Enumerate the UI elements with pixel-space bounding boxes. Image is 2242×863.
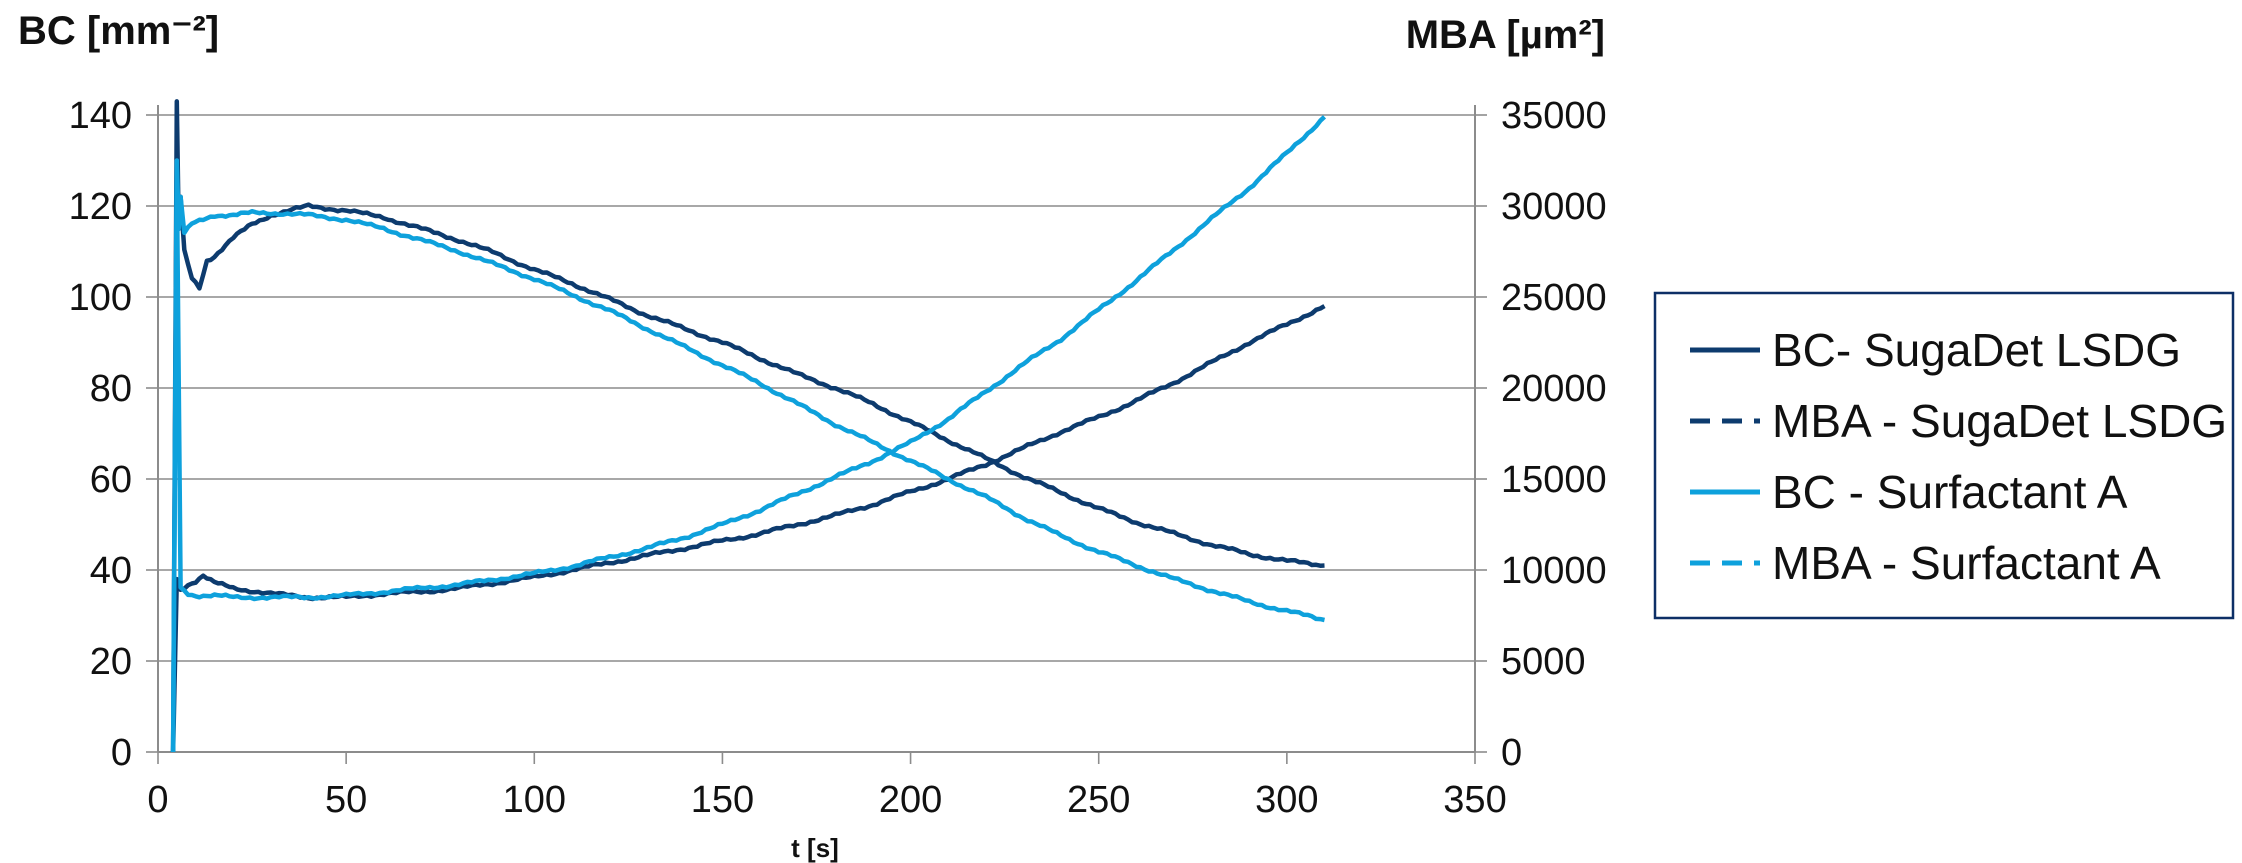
- x-tick-label: 0: [147, 779, 168, 821]
- y-left-tick-label: 20: [90, 641, 132, 683]
- y-left-tick-label: 40: [90, 550, 132, 592]
- legend-box: [1653, 291, 2235, 620]
- y-right-tick-label: 35000: [1501, 95, 1607, 137]
- series-line-3: [170, 158, 1325, 753]
- y-left-axis-title: BC [mm⁻²]: [18, 9, 219, 53]
- tick-labels: 0 20 40 60 80 100 120 140 0 5000 10000 15000 20000 25…: [69, 95, 1607, 821]
- series-lines: [170, 99, 1327, 753]
- gridlines: [158, 114, 1475, 662]
- y-right-tick-label: 10000: [1501, 550, 1607, 592]
- y-left-tick-label: 140: [69, 95, 132, 137]
- x-axis-title: t [s]: [791, 833, 839, 863]
- y-right-tick-label: 5000: [1501, 641, 1586, 683]
- x-tick-label: 350: [1443, 779, 1506, 821]
- legend: BC- SugaDet LSDG MBA - SugaDet LSDG BC - S…: [1653, 291, 2235, 620]
- series-line-2: [170, 304, 1326, 753]
- x-tick-label: 250: [1067, 779, 1130, 821]
- legend-label-4: MBA - Surfactant A: [1772, 537, 2161, 589]
- y-right-tick-label: 15000: [1501, 459, 1607, 501]
- y-right-tick-label: 20000: [1501, 368, 1607, 410]
- y-left-tick-label: 0: [111, 732, 132, 774]
- x-tick-label: 300: [1255, 779, 1318, 821]
- y-right-axis-title: MBA [µm²]: [1406, 13, 1605, 57]
- y-left-tick-label: 120: [69, 186, 132, 228]
- legend-label-3: BC - Surfactant A: [1772, 466, 2128, 518]
- y-left-tick-label: 80: [90, 368, 132, 410]
- axes: [146, 105, 1487, 764]
- series-line-4: [170, 115, 1327, 753]
- y-right-tick-label: 30000: [1501, 186, 1607, 228]
- y-right-tick-label: 25000: [1501, 277, 1607, 319]
- legend-label-2: MBA - SugaDet LSDG: [1772, 395, 2227, 447]
- legend-label-1: BC- SugaDet LSDG: [1772, 324, 2181, 376]
- x-tick-label: 150: [691, 779, 754, 821]
- x-tick-label: 200: [879, 779, 942, 821]
- y-right-tick-label: 0: [1501, 732, 1522, 774]
- x-tick-label: 50: [325, 779, 367, 821]
- y-left-tick-label: 60: [90, 459, 132, 501]
- y-left-tick-label: 100: [69, 277, 132, 319]
- series-line-1: [170, 99, 1325, 753]
- x-tick-label: 100: [503, 779, 566, 821]
